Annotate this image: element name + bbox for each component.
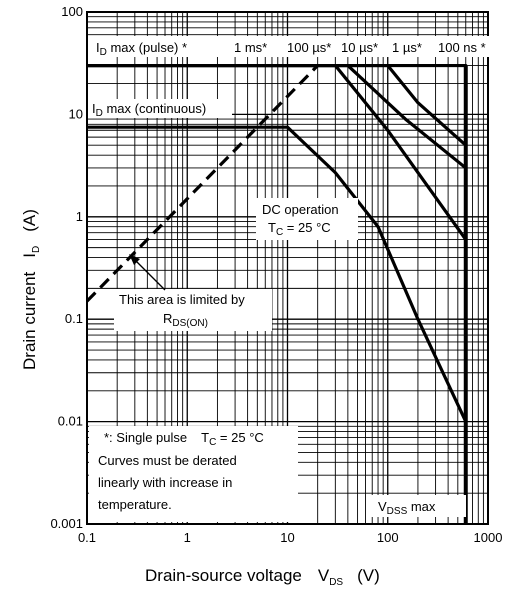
y-tick-label: 100 xyxy=(61,4,83,19)
pulse-width-100us: 100 µs* xyxy=(287,40,331,55)
tick-labels: 0.1 1 10 100 1000 0.001 0.01 0.1 1 10 100 xyxy=(50,4,502,545)
note-derate-2: linearly with increase in xyxy=(98,475,232,490)
dc-temperature-label: TC = 25 °C xyxy=(268,220,331,238)
dc-operation-label: DC operation xyxy=(262,202,339,217)
rds-pointer-line xyxy=(135,260,166,291)
y-tick-label: 10 xyxy=(69,106,83,121)
x-tick-label: 0.1 xyxy=(78,530,96,545)
id-max-pulse-label: ID max (pulse) * xyxy=(96,40,187,58)
x-tick-label: 100 xyxy=(377,530,399,545)
rds-on-label: RDS(ON) xyxy=(163,311,208,329)
pulse-width-100ns: 100 ns * xyxy=(438,40,486,55)
x-tick-label: 1000 xyxy=(474,530,503,545)
y-tick-label: 0.001 xyxy=(50,516,83,531)
pulse-width-10us: 10 µs* xyxy=(341,40,378,55)
y-axis-title: Drain currentID(A) xyxy=(20,209,42,370)
note-single-pulse: *: Single pulse TC = 25 °C xyxy=(104,430,264,448)
pulse-width-1us: 1 µs* xyxy=(392,40,422,55)
x-axis-title: Drain-source voltage VDS (V) xyxy=(145,566,380,588)
curves xyxy=(85,63,468,524)
x-tick-label: 10 xyxy=(280,530,294,545)
y-tick-label: 0.01 xyxy=(58,414,83,429)
pulse-width-1ms: 1 ms* xyxy=(234,40,267,55)
rds-pointer-arrowhead xyxy=(129,254,140,265)
id-max-continuous-label: ID max (continuous) xyxy=(92,101,206,119)
annotations: ID max (pulse) * 1 ms* 100 µs* 10 µs* 1 … xyxy=(88,36,496,522)
vdss-max-label: VDSS max xyxy=(378,499,436,517)
series-line-5 xyxy=(85,64,319,303)
rds-area-label: This area is limited by xyxy=(119,292,245,307)
note-derate-3: temperature. xyxy=(98,497,172,512)
y-tick-label: 0.1 xyxy=(65,311,83,326)
note-derate-1: Curves must be derated xyxy=(98,453,237,468)
y-tick-label: 1 xyxy=(76,209,83,224)
x-tick-label: 1 xyxy=(184,530,191,545)
plot-frame xyxy=(86,11,489,525)
